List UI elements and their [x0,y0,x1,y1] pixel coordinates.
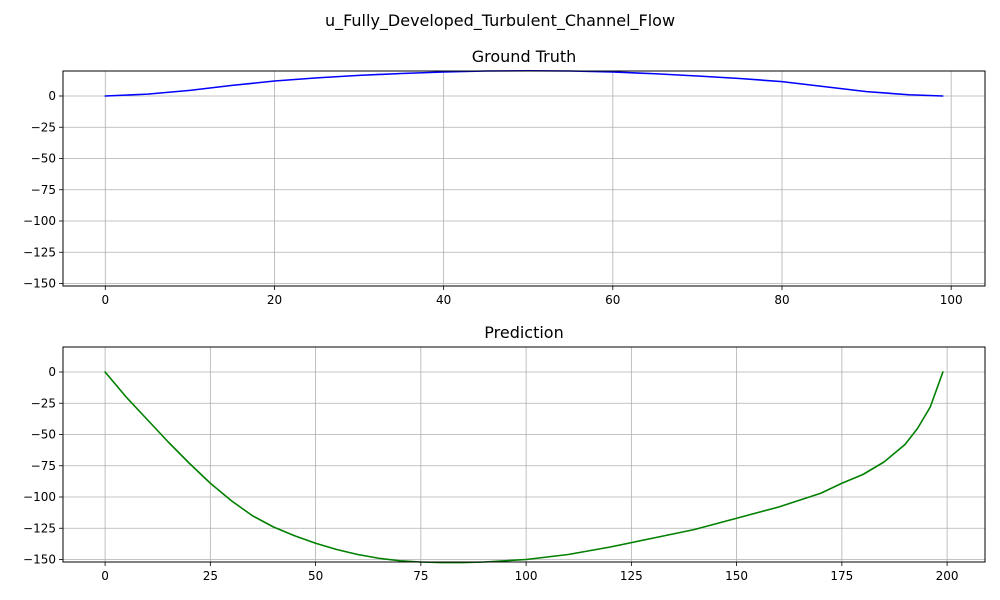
prediction-x-tick-label: 25 [203,569,218,583]
ground-truth-y-tick-label: −25 [31,120,56,134]
prediction-x-tick-label: 100 [515,569,538,583]
prediction-y-tick-label: −75 [31,459,56,473]
prediction-x-tick-label: 50 [308,569,323,583]
ground-truth-y-tick-label: −75 [31,183,56,197]
prediction-x-tick-label: 175 [830,569,853,583]
prediction-y-tick-label: 0 [48,365,56,379]
prediction-y-tick-label: −100 [23,490,56,504]
ground-truth-x-tick-label: 60 [605,293,620,307]
ground-truth-y-tick-label: −100 [23,214,56,228]
prediction-y-tick-label: −25 [31,396,56,410]
ground-truth-title: Ground Truth [472,47,577,66]
figure-suptitle: u_Fully_Developed_Turbulent_Channel_Flow [325,11,675,31]
prediction-y-tick-label: −50 [31,428,56,442]
ground-truth-x-tick-label: 40 [436,293,451,307]
prediction-x-tick-label: 150 [725,569,748,583]
prediction-y-tick-label: −150 [23,553,56,567]
ground-truth-x-tick-label: 0 [101,293,109,307]
ground-truth-series-line [104,69,944,97]
prediction-series-line [104,371,944,564]
ground-truth-x-tick-label: 100 [940,293,963,307]
ground-truth-y-tick-label: −50 [31,152,56,166]
prediction-x-tick-label: 75 [413,569,428,583]
ground-truth-x-tick-label: 20 [267,293,282,307]
prediction-y-tick-label: −125 [23,521,56,535]
prediction-x-tick-label: 200 [936,569,959,583]
ground-truth-y-tick-label: −125 [23,245,56,259]
prediction-title: Prediction [484,323,563,342]
ground-truth-panel: Ground Truth 0 20 40 60 80 100 0 −25 −50 −75 −100 −… [23,47,986,307]
ground-truth-axes-frame [62,70,986,287]
ground-truth-y-tick-label: −150 [23,277,56,291]
ground-truth-x-tick-label: 80 [774,293,789,307]
prediction-x-tick-label: 0 [101,569,109,583]
ground-truth-y-tick-label: 0 [48,89,56,103]
prediction-axes-frame [62,346,986,563]
prediction-x-tick-label: 125 [620,569,643,583]
prediction-panel: Prediction 0 25 50 75 100 125 150 175 200 0 −25 −50… [23,323,986,583]
